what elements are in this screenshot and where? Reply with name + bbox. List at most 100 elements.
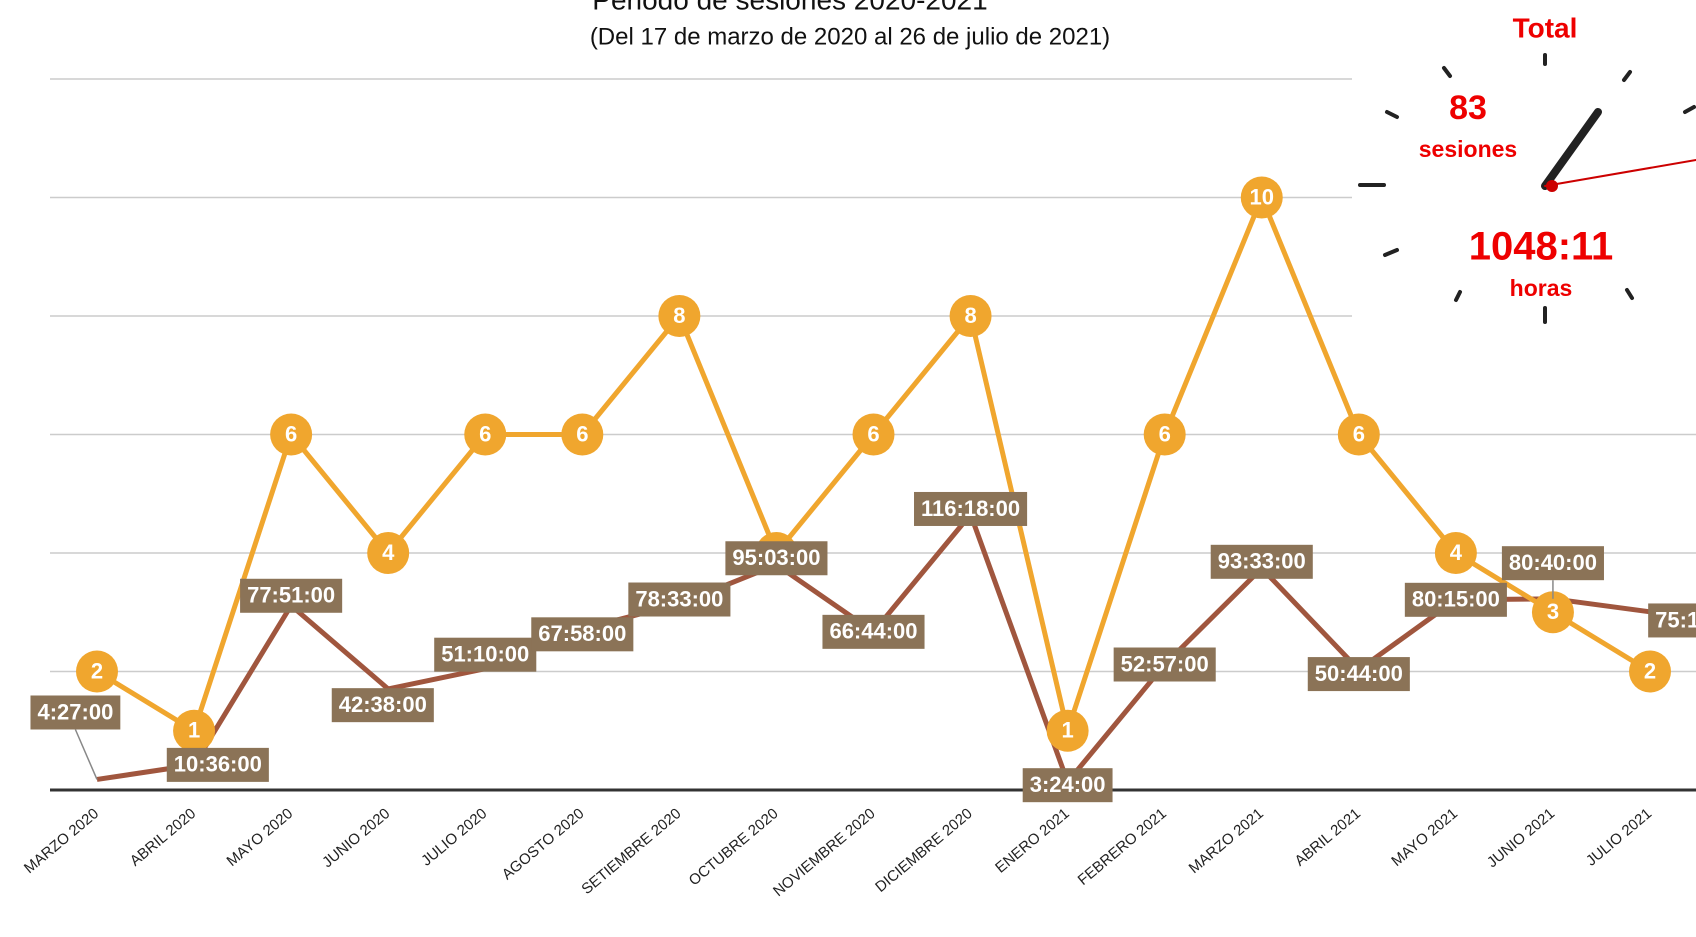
session-marker [1240,176,1283,219]
hour-label-group: 93:33:00 [1210,544,1313,579]
x-tick-label: FEBRERO 2021 [1075,805,1170,889]
session-label: 1 [188,718,200,743]
session-marker [464,413,507,456]
x-tick-label: MARZO 2021 [1186,805,1267,877]
x-tick-label: ABRIL 2020 [127,805,199,870]
x-tick-label: ABRIL 2021 [1291,805,1363,870]
hour-label-box [30,695,121,730]
session-label: 6 [867,421,879,446]
session-marker [658,295,701,337]
hour-label-box [822,614,925,649]
x-tick-label: OCTUBRE 2020 [686,805,782,889]
x-tick-label: MAYO 2021 [1388,805,1461,870]
hour-label-group: 75:11:00 [1648,603,1696,638]
session-label: 3 [1547,599,1559,624]
hour-label-box [914,491,1028,526]
x-tick-label: SETIEMBRE 2020 [578,805,684,898]
session-marker [1434,532,1477,574]
hour-label-group: 80:15:00 [1404,582,1507,617]
hour-label: 80:15:00 [1412,587,1500,612]
session-label: 8 [964,303,976,328]
hour-label: 42:38:00 [339,692,427,717]
hour-label-group: 50:44:00 [1307,657,1410,692]
hour-label-box [1648,603,1696,638]
summary-hours-label: horas [1510,275,1573,301]
hour-label-group: 116:18:00 [914,491,1028,526]
hour-label-group: 42:38:00 [331,688,434,723]
hour-label-box [166,747,269,782]
session-marker [852,413,895,456]
session-label: 10 [1250,184,1274,209]
hour-label-group: 80:40:00 [1501,546,1604,599]
hour-label-group: 3:24:00 [1022,768,1113,803]
hour-label: 66:44:00 [829,619,917,644]
session-marker [1531,591,1574,634]
hour-label-group: 77:51:00 [240,578,343,613]
hour-label: 77:51:00 [247,583,335,608]
x-tick-label: JUNIO 2021 [1484,805,1558,871]
x-tick-label: JULIO 2020 [418,805,490,869]
hour-label-box [434,637,537,672]
hour-label-box [725,541,828,576]
hour-label-group: 4:27:00 [30,695,121,780]
hour-label: 80:40:00 [1509,550,1597,575]
clock: Total 83 sesiones 1048:11 horas [1352,12,1696,340]
hour-label: 67:58:00 [538,621,626,646]
session-label: 6 [576,421,588,446]
session-marker [270,413,313,456]
session-label: 6 [1159,421,1171,446]
session-label: 6 [285,421,297,446]
hour-label-box [331,688,434,723]
chart-title: Periodo de sesiones 2020-2021 [592,0,987,15]
hour-label-box [628,582,731,617]
session-label: 2 [1644,658,1656,683]
hour-label: 52:57:00 [1121,651,1209,676]
hour-label-box [1210,544,1313,579]
hour-label: 93:33:00 [1218,549,1306,574]
x-tick-label: DICIEMBRE 2020 [872,805,976,896]
hour-label: 3:24:00 [1030,772,1106,797]
hour-label-box [531,617,634,652]
session-marker [367,532,410,574]
session-marker [561,413,604,456]
session-label: 6 [479,421,491,446]
hour-label-group: 66:44:00 [822,614,925,649]
x-tick-label: MAYO 2020 [224,805,297,870]
x-tick-label: ENERO 2021 [992,805,1073,876]
x-tick-label: NOVIEMBRE 2020 [770,805,879,900]
x-tick-label: MARZO 2020 [21,805,102,877]
hour-label-group: 78:33:00 [628,582,731,617]
hour-label-group: 10:36:00 [166,747,269,782]
session-label: 4 [1450,540,1463,565]
hour-label: 50:44:00 [1315,661,1403,686]
session-label: 4 [382,540,395,565]
summary-sessions: 83 [1449,89,1487,127]
summary-hours: 1048:11 [1469,225,1614,269]
clock-face [1352,40,1696,340]
hour-label: 75:11:00 [1655,607,1696,632]
x-tick-label: AGOSTO 2020 [499,805,588,883]
hour-label-group: 52:57:00 [1113,647,1216,682]
hour-label: 4:27:00 [37,699,113,724]
session-label: 6 [1353,421,1365,446]
session-label: 8 [673,303,685,328]
session-marker [1143,413,1186,456]
hour-label: 10:36:00 [174,752,262,777]
session-marker [173,709,216,752]
hour-label-group: 51:10:00 [434,637,537,672]
hour-label: 51:10:00 [441,642,529,667]
session-marker [1629,650,1671,693]
hour-label: 116:18:00 [921,496,1020,521]
session-marker [76,650,118,693]
hour-label: 95:03:00 [732,545,820,570]
hour-label: 78:33:00 [635,586,723,611]
chart-subtitle: (Del 17 de marzo de 2020 al 26 de julio … [590,23,1110,50]
hour-label-box [1307,657,1410,692]
hour-label-box [1113,647,1216,682]
session-marker [949,295,992,337]
session-label: 1 [1062,718,1074,743]
hour-label-group: 95:03:00 [725,541,828,576]
hour-label-group: 67:58:00 [531,617,634,652]
hour-label-box [240,578,343,613]
hour-label-box [1501,546,1604,581]
